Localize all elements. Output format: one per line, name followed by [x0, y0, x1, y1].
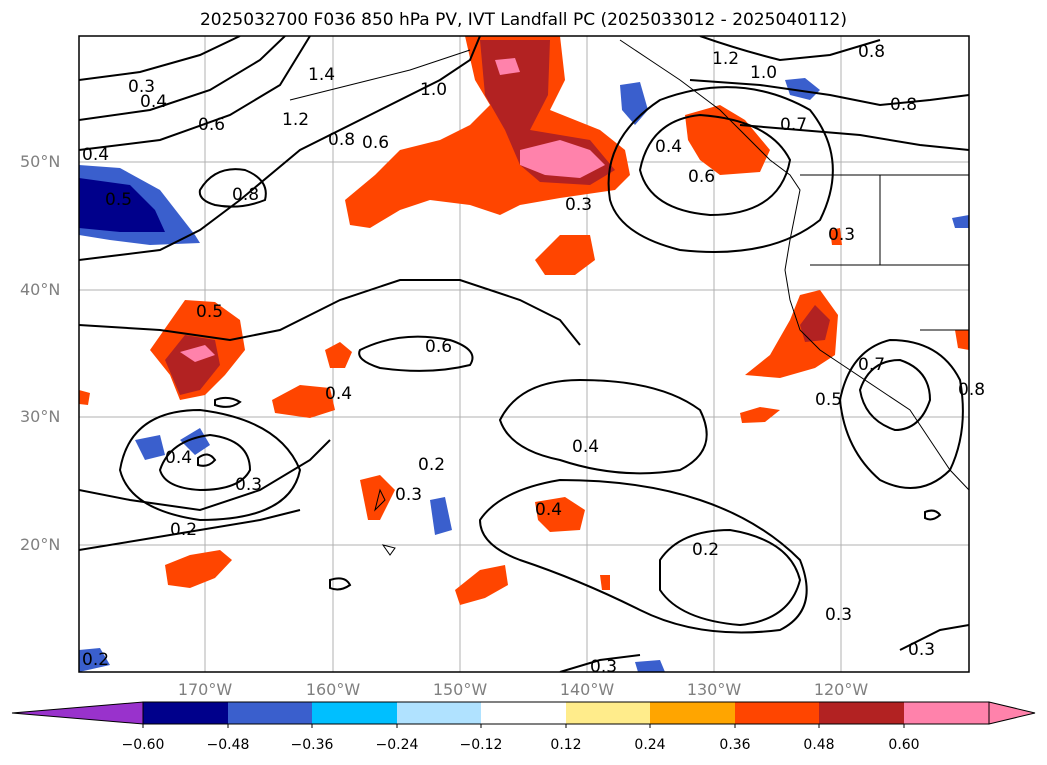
map-frame	[78, 35, 970, 673]
pv-shading	[79, 36, 969, 672]
contour-label: 0.3	[128, 77, 155, 97]
contour-label: 0.5	[815, 390, 842, 410]
lat-label-40n: 40°N	[20, 280, 61, 299]
contour-label: 0.3	[908, 640, 935, 660]
contour-label: 0.8	[958, 380, 985, 400]
contour-label: 0.5	[196, 302, 223, 322]
colorbar	[11, 701, 1036, 728]
contour-label: 0.6	[362, 133, 389, 153]
contour-label: 0.8	[328, 130, 355, 150]
lon-label-170w: 170°W	[177, 680, 233, 699]
lon-label-130w: 130°W	[686, 680, 742, 699]
contour-label: 0.3	[828, 225, 855, 245]
lat-label-50n: 50°N	[20, 152, 61, 171]
contour-label: 0.8	[232, 185, 259, 205]
contour-label: 1.2	[282, 110, 309, 130]
colorbar-tick: −0.60	[121, 737, 165, 753]
contour-label: 0.4	[655, 137, 682, 157]
lat-label-30n: 30°N	[20, 407, 61, 426]
contour-label: 1.2	[712, 49, 739, 69]
contour-label: 0.3	[825, 605, 852, 625]
contour-label: 0.3	[395, 485, 422, 505]
coastlines	[289, 39, 969, 556]
ivt-contours	[79, 36, 969, 672]
contour-label: 0.6	[688, 167, 715, 187]
colorbar-tick: −0.48	[206, 737, 250, 753]
colorbar-tick: −0.24	[375, 737, 419, 753]
contour-label: 1.0	[750, 63, 777, 83]
contour-label: 0.2	[692, 540, 719, 560]
contour-label: 0.7	[858, 355, 885, 375]
lon-label-160w: 160°W	[305, 680, 361, 699]
colorbar-tick: 0.36	[719, 737, 751, 753]
lon-label-140w: 140°W	[559, 680, 615, 699]
colorbar-tick: −0.36	[290, 737, 334, 753]
contour-label: 1.4	[308, 65, 335, 85]
contour-label: 1.0	[420, 80, 447, 100]
contour-label: 0.4	[82, 145, 109, 165]
contour-label-layer: 0.3 0.4 0.6 1.2 1.4 1.0 0.8 0.6 0.8 1.2 …	[82, 42, 985, 677]
contour-label: 0.2	[170, 520, 197, 540]
contour-label: 0.4	[572, 437, 599, 457]
lon-label-150w: 150°W	[432, 680, 488, 699]
colorbar-tick: 0.48	[803, 737, 835, 753]
contour-label: 0.7	[780, 115, 807, 135]
contour-label: 0.5	[105, 190, 132, 210]
contour-label: 0.8	[858, 42, 885, 62]
contour-label: 0.4	[535, 500, 562, 520]
contour-label: 0.2	[82, 650, 109, 670]
contour-label: 0.6	[198, 115, 225, 135]
contour-label: 0.4	[140, 92, 167, 112]
contour-label: 0.6	[425, 337, 452, 357]
colorbar-tick: 0.60	[888, 737, 920, 753]
contour-label: 0.8	[890, 95, 917, 115]
lon-label-120w: 120°W	[813, 680, 869, 699]
contour-label: 0.4	[325, 384, 352, 404]
colorbar-tick: −0.12	[459, 737, 503, 753]
colorbar-tick: 0.24	[634, 737, 666, 753]
lat-label-20n: 20°N	[20, 535, 61, 554]
contour-label: 0.3	[565, 195, 592, 215]
chart-title: 2025032700 F036 850 hPa PV, IVT Landfall…	[199, 10, 847, 30]
contour-label: 0.2	[418, 455, 445, 475]
contour-label: 0.3	[590, 657, 617, 677]
contour-label: 0.3	[235, 475, 262, 495]
colorbar-tick: 0.12	[550, 737, 582, 753]
contour-label: 0.4	[165, 448, 192, 468]
